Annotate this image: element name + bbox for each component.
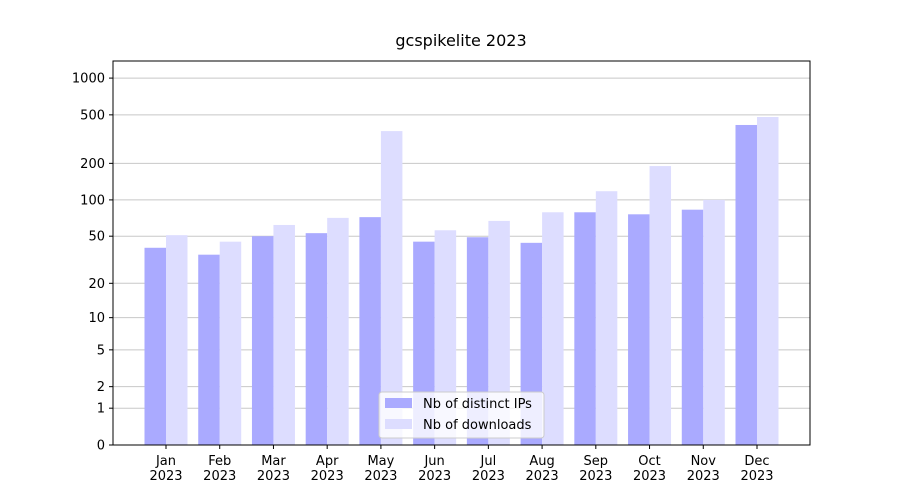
y-tick-label: 5 <box>97 343 105 358</box>
bar <box>434 230 457 445</box>
y-tick-label: 500 <box>80 108 105 123</box>
plot-frame <box>112 60 811 446</box>
bar <box>305 233 328 445</box>
y-tick-label: 10 <box>88 311 105 326</box>
x-tick-label: Mar 2023 <box>257 454 290 484</box>
bar <box>735 124 757 445</box>
bar <box>703 199 725 445</box>
bar <box>380 131 403 445</box>
y-tick-label: 1000 <box>72 72 105 87</box>
bar <box>542 212 564 445</box>
bar <box>198 254 220 445</box>
bar <box>166 235 188 445</box>
legend-swatch <box>385 398 412 408</box>
bar <box>595 191 618 445</box>
x-tick-label: Nov 2023 <box>687 454 720 484</box>
bar <box>649 166 672 445</box>
x-tick-label: Jan 2023 <box>149 454 182 484</box>
y-tick-label: 20 <box>88 277 105 292</box>
bar <box>574 212 596 445</box>
y-tick-label: 100 <box>80 193 105 208</box>
x-tick-label: Dec 2023 <box>740 454 773 484</box>
x-tick-label: Apr 2023 <box>311 454 344 484</box>
bar <box>488 220 510 445</box>
y-tick-label: 200 <box>80 157 105 172</box>
x-tick-label: Sep 2023 <box>579 454 612 484</box>
legend-label: Nb of downloads <box>423 418 532 433</box>
y-tick-label: 0 <box>97 439 105 454</box>
bar <box>327 217 349 445</box>
x-tick-label: Feb 2023 <box>203 454 236 484</box>
legend-swatch <box>385 419 412 429</box>
x-tick-label: Jul 2023 <box>472 454 505 484</box>
bar <box>757 117 779 445</box>
y-tick-label: 1 <box>97 402 105 417</box>
x-tick-label: May 2023 <box>364 454 397 484</box>
bar <box>628 214 650 445</box>
bar <box>219 241 242 445</box>
bar <box>359 217 381 445</box>
chart-title: gcspikelite 2023 <box>395 31 526 50</box>
bar <box>144 247 166 445</box>
x-tick-label: Aug 2023 <box>526 454 559 484</box>
legend-box <box>378 391 545 439</box>
y-tick-label: 50 <box>88 230 105 245</box>
x-tick-label: Oct 2023 <box>633 454 666 484</box>
bar <box>251 236 274 445</box>
bar <box>681 209 704 445</box>
legend-label: Nb of distinct IPs <box>423 397 532 412</box>
x-tick-label: Jun 2023 <box>418 454 451 484</box>
bar <box>273 224 295 445</box>
y-tick-label: 2 <box>97 380 105 395</box>
